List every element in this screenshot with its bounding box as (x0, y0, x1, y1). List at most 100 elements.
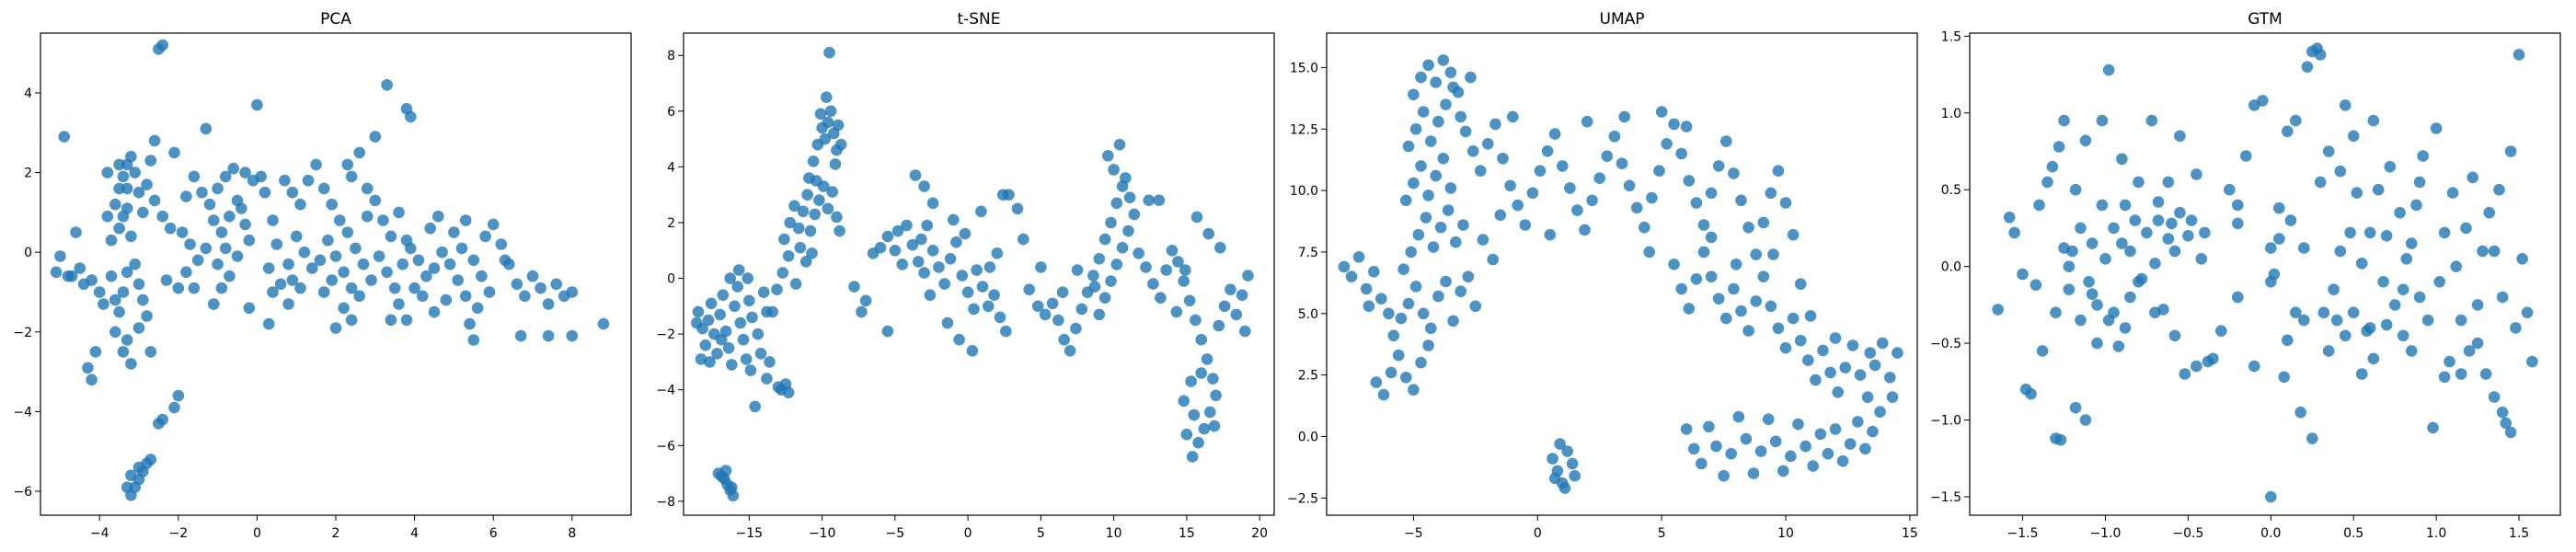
data-point (2025, 387, 2037, 400)
data-point (420, 270, 432, 282)
data-point (2066, 245, 2078, 258)
data-point (961, 286, 974, 299)
data-point (2168, 329, 2181, 342)
y-tick-label: 7.5 (1298, 246, 1318, 260)
data-point (109, 198, 121, 211)
data-point (101, 167, 114, 178)
data-point (400, 314, 413, 327)
data-point (1113, 138, 1126, 151)
data-point (1779, 197, 1792, 209)
data-point (1683, 303, 1696, 315)
data-point (1204, 406, 1216, 419)
x-tick-label: 15 (1902, 526, 1918, 541)
data-point (705, 297, 718, 310)
data-point (2405, 237, 2418, 249)
x-tick-label: −10 (809, 526, 836, 541)
data-point (1368, 266, 1380, 278)
data-point (1214, 241, 1226, 254)
data-point (822, 116, 834, 129)
data-point (148, 194, 161, 207)
data-point (2096, 199, 2109, 212)
data-point (1070, 322, 1082, 335)
data-point (991, 247, 1004, 259)
data-point (2248, 99, 2260, 111)
data-point (2496, 406, 2509, 419)
data-point (1829, 332, 1842, 344)
data-point (2355, 258, 2368, 270)
data-point (881, 230, 894, 243)
data-point (428, 305, 441, 318)
data-point (1408, 177, 1420, 190)
data-point (2265, 490, 2277, 503)
y-tick-label: −0.5 (1930, 337, 1961, 351)
data-point (813, 194, 825, 206)
data-point (373, 250, 385, 262)
data-point (1179, 264, 1191, 276)
data-point (1794, 278, 1807, 291)
data-point (1740, 432, 1753, 445)
data-point (2265, 242, 2277, 254)
data-point (1087, 270, 1099, 282)
data-point (2444, 355, 2455, 368)
data-point (208, 214, 220, 226)
data-point (2099, 253, 2111, 265)
scatter-panel: UMAP −5 0 5 10 15 −2.5 0.0 2.5 5.0 7.5 10.0 12.5 15.0 (1287, 10, 1918, 541)
data-point (715, 333, 728, 346)
data-point (148, 134, 161, 147)
data-point (1412, 228, 1425, 241)
data-point (1581, 115, 1593, 128)
data-point (2488, 391, 2501, 403)
data-point (784, 216, 796, 229)
x-tick-label: −5 (886, 526, 905, 541)
x-tick-label: 0 (964, 526, 972, 541)
data-point (1208, 420, 1221, 432)
data-point (1178, 395, 1190, 408)
data-point (1675, 147, 1687, 160)
data-point (2460, 222, 2472, 235)
data-point (1655, 106, 1668, 118)
data-point (826, 186, 838, 198)
data-point (2322, 345, 2335, 357)
data-point (2500, 417, 2512, 430)
data-point (2053, 141, 2065, 153)
y-tick-label: 12.5 (1290, 122, 1318, 137)
data-point (2124, 291, 2136, 304)
data-point (2388, 299, 2401, 311)
data-point (2033, 199, 2045, 212)
data-point (2438, 371, 2451, 384)
x-tick-label: 0 (253, 526, 261, 541)
data-point (1143, 194, 1155, 206)
data-point (912, 256, 925, 268)
data-point (385, 230, 397, 243)
data-point (1683, 175, 1696, 187)
data-point (2116, 237, 2128, 249)
data-point (1616, 157, 1628, 169)
data-point (1188, 408, 1201, 421)
data-point (1474, 165, 1487, 177)
data-point (1735, 305, 1747, 317)
data-point (1639, 221, 1650, 234)
data-point (1400, 372, 1412, 384)
data-point (1792, 418, 1804, 431)
data-point (704, 356, 716, 368)
data-point (2232, 217, 2244, 230)
data-point (89, 346, 102, 358)
data-point (1593, 172, 1605, 184)
data-point (2119, 322, 2132, 334)
data-point (2278, 371, 2290, 384)
data-point (357, 258, 370, 270)
data-point (227, 162, 239, 175)
data-point (1447, 315, 1459, 328)
data-point (1186, 451, 1199, 463)
data-point (2314, 49, 2327, 61)
data-point (2471, 337, 2484, 350)
data-point (1732, 410, 1745, 423)
data-point (476, 270, 488, 282)
data-point (471, 302, 484, 315)
data-point (129, 167, 141, 178)
data-point (74, 262, 86, 274)
data-point (1387, 329, 1400, 342)
data-point (105, 270, 118, 282)
data-point (338, 266, 350, 279)
data-point (2467, 171, 2478, 184)
